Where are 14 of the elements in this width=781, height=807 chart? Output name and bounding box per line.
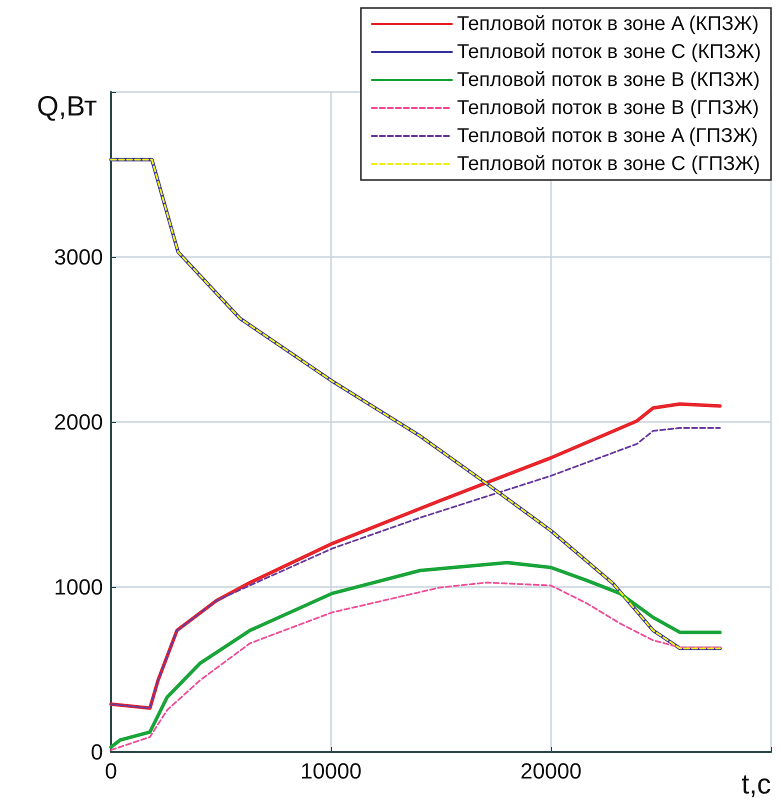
x-axis-title: t,c xyxy=(741,768,771,800)
y-tick-label: 0 xyxy=(90,740,103,764)
x-tick-label: 10000 xyxy=(300,758,362,784)
y-tick-label: 3000 xyxy=(54,244,103,270)
x-tick-label: 20000 xyxy=(520,758,582,784)
y-tick-label: 2000 xyxy=(54,410,103,434)
legend-label: Тепловой поток в зоне C (КПЗЖ) xyxy=(456,41,761,63)
y-axis-title: Q,Вт xyxy=(36,90,98,122)
legend-label: Тепловой поток в зоне A (ГПЗЖ) xyxy=(456,125,758,147)
legend-label: Тепловой поток в зоне A (КПЗЖ) xyxy=(456,13,759,35)
legend-label: Тепловой поток в зоне B (ГПЗЖ) xyxy=(456,97,760,119)
y-tick-label: 1000 xyxy=(54,574,103,600)
legend-label: Тепловой поток в зоне B (КПЗЖ) xyxy=(456,69,760,91)
legend-label: Тепловой поток в зоне C (ГПЗЖ) xyxy=(456,153,760,175)
